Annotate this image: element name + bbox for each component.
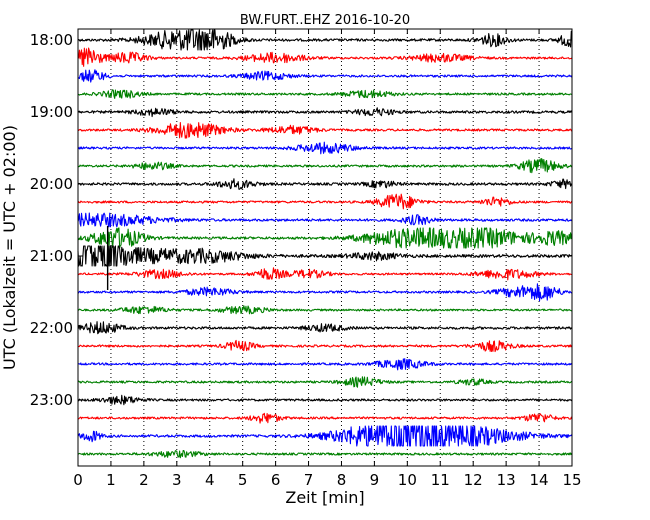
trace-2100 (77, 245, 573, 267)
x-tick-label: 12 (464, 471, 483, 489)
trace-1915 (77, 122, 573, 139)
x-tick-label: 3 (172, 471, 182, 489)
trace-1930 (77, 141, 573, 155)
x-tick-label: 10 (398, 471, 417, 489)
trace-2115 (77, 267, 573, 281)
x-tick-label: 11 (431, 471, 450, 489)
x-tick-label: 4 (205, 471, 215, 489)
trace-2230 (77, 358, 573, 371)
trace-1900 (77, 107, 573, 118)
trace-2215 (77, 339, 573, 353)
x-tick-label: 9 (370, 471, 380, 489)
trace-2200 (77, 321, 573, 335)
trace-2345 (77, 450, 573, 459)
y-axis-ticks: 18:00 19:00 20:00 21:00 22:00 23:00 (30, 31, 572, 409)
x-axis-ticks: 0 1 2 3 4 5 6 7 8 9 10 11 12 13 14 15 (73, 29, 582, 489)
chart-title: BW.FURT..EHZ 2016-10-20 (240, 13, 410, 28)
x-tick-label: 15 (562, 471, 581, 489)
trace-2045 (77, 227, 573, 249)
trace-1845 (77, 89, 573, 99)
y-tick-label: 22:00 (30, 319, 73, 337)
trace-1945 (77, 158, 573, 174)
x-tick-label: 6 (271, 471, 281, 489)
y-axis-label: UTC (Lokalzeit = UTC + 02:00) (0, 125, 19, 370)
x-axis-label: Zeit [min] (285, 488, 364, 507)
trace-2015 (77, 193, 573, 210)
trace-2145 (77, 305, 573, 315)
trace-2315 (77, 412, 573, 424)
trace-1830 (77, 69, 573, 83)
x-tick-label: 8 (337, 471, 347, 489)
trace-2030 (77, 212, 573, 228)
y-tick-label: 19:00 (30, 103, 73, 121)
trace-2000 (77, 178, 573, 190)
x-tick-label: 1 (106, 471, 116, 489)
trace-2330 (77, 425, 573, 447)
y-tick-label: 23:00 (30, 391, 73, 409)
x-tick-label: 7 (304, 471, 314, 489)
plot-frame (77, 28, 573, 467)
trace-1815 (77, 47, 573, 67)
trace-1800 (77, 29, 573, 51)
x-tick-label: 0 (73, 471, 83, 489)
trace-2300 (77, 394, 573, 406)
x-tick-label: 13 (497, 471, 516, 489)
x-tick-label: 14 (530, 471, 549, 489)
traces (77, 29, 573, 459)
x-tick-label: 5 (238, 471, 248, 489)
y-tick-label: 18:00 (30, 31, 73, 49)
x-tick-label: 2 (139, 471, 149, 489)
grid-lines (110, 29, 540, 466)
y-tick-label: 20:00 (30, 175, 73, 193)
trace-2245 (77, 376, 573, 388)
y-tick-label: 21:00 (30, 247, 73, 265)
trace-2130 (77, 283, 573, 302)
